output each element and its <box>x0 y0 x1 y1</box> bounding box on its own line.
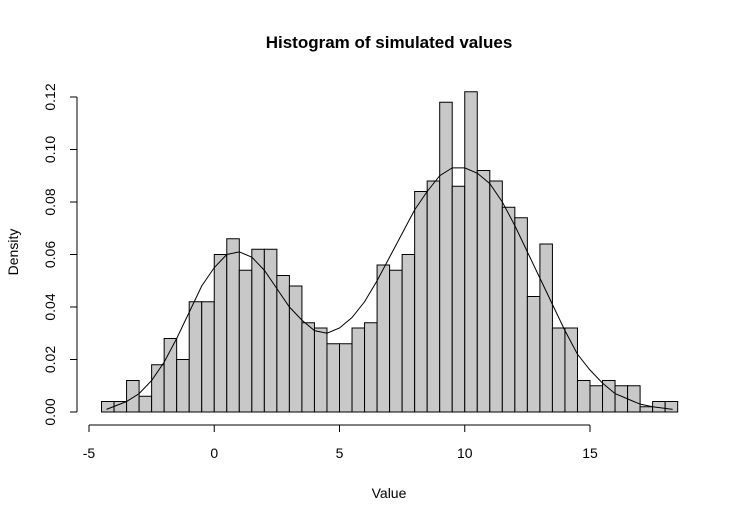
histogram-bar <box>389 269 403 413</box>
chart-title: Histogram of simulated values <box>266 33 513 52</box>
histogram-bar <box>564 327 578 413</box>
histogram-bar <box>138 395 153 413</box>
histogram-bar <box>627 385 641 413</box>
histogram-bar <box>351 327 366 413</box>
y-tick-label: 0.04 <box>42 293 58 320</box>
histogram-bar <box>426 180 441 413</box>
y-tick-label: 0.10 <box>42 136 58 163</box>
x-tick-label: 5 <box>336 445 344 461</box>
x-tick-label: 10 <box>457 445 473 461</box>
histogram-bar <box>526 296 541 413</box>
histogram-bar <box>226 238 240 413</box>
y-axis: 0.00 0.02 0.04 0.06 0.08 0.10 0.12 <box>42 83 78 426</box>
y-tick-label: 0.06 <box>42 241 58 268</box>
histogram-bar <box>439 101 453 413</box>
histogram-bar <box>201 301 215 413</box>
histogram-bar <box>339 343 353 413</box>
density-curve <box>106 167 673 410</box>
y-axis-label: Density <box>5 229 21 276</box>
histogram-bar <box>414 191 428 413</box>
x-tick-label: -5 <box>83 445 96 461</box>
histogram-bar <box>464 91 478 413</box>
histogram-bar <box>501 206 516 413</box>
histogram-bar <box>639 406 654 413</box>
x-tick-label: 15 <box>582 445 598 461</box>
histogram-bar <box>288 285 303 413</box>
histogram-bar <box>251 248 265 413</box>
y-tick-label: 0.02 <box>42 346 58 373</box>
histogram-bar <box>113 401 128 413</box>
histogram-bar <box>126 380 140 413</box>
histogram-bar <box>301 322 315 413</box>
histogram-bar <box>489 180 503 413</box>
y-tick-label: 0.08 <box>42 188 58 215</box>
histogram-bar <box>364 322 378 413</box>
x-axis-label: Value <box>372 485 407 501</box>
histogram-bar <box>326 343 341 413</box>
histogram-bar <box>664 401 679 413</box>
histogram-bar <box>476 170 491 413</box>
histogram-bar <box>238 269 253 413</box>
histogram-bar <box>551 327 566 413</box>
histogram-bar <box>539 243 553 413</box>
histogram-bar <box>576 380 591 413</box>
histogram-bar <box>589 385 604 413</box>
histogram-bar <box>188 301 203 413</box>
histogram-bar <box>313 327 328 413</box>
histogram-bar <box>176 359 190 413</box>
histogram-bar <box>276 275 290 413</box>
x-axis: -5 0 5 10 15 <box>83 424 598 461</box>
histogram-bar <box>376 264 391 413</box>
x-tick-label: 0 <box>210 445 218 461</box>
histogram-bars <box>101 91 679 413</box>
histogram-bar <box>451 185 466 413</box>
histogram-bar <box>213 254 228 413</box>
y-tick-label: 0.12 <box>42 83 58 110</box>
y-tick-label: 0.00 <box>42 398 58 425</box>
histogram-bar <box>401 254 416 413</box>
histogram-bar <box>614 385 629 413</box>
